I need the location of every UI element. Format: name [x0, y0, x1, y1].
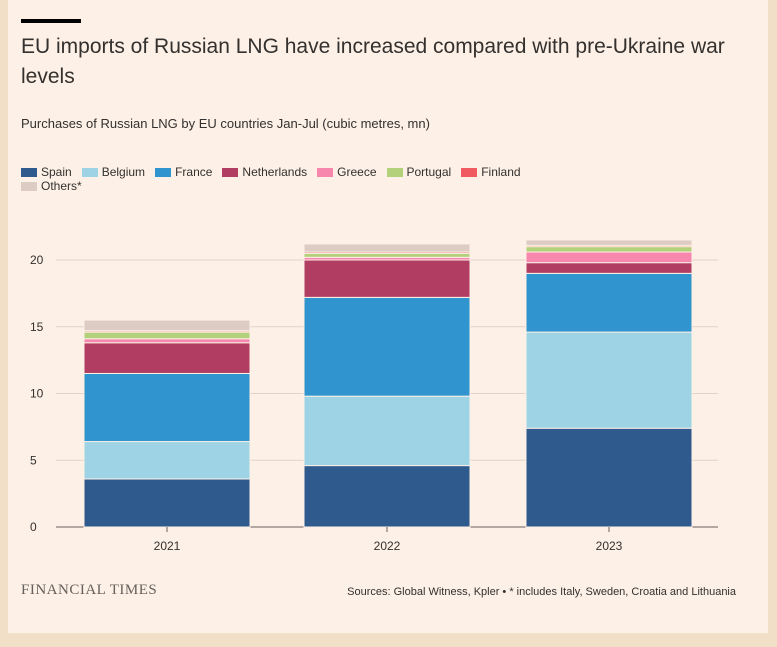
legend-label: Finland — [481, 165, 521, 179]
legend: Spain Belgium France Netherlands Greece Portu… — [21, 165, 721, 193]
y-tick-label: 15 — [30, 320, 44, 334]
legend-item: Netherlands — [222, 165, 307, 179]
bar-segment-france — [83, 372, 251, 443]
legend-item: Portugal — [386, 165, 452, 179]
legend-item: France — [155, 165, 212, 179]
bar-segment-netherlands — [525, 262, 693, 274]
bar-segment-greece — [83, 338, 251, 344]
legend-swatch — [317, 167, 334, 177]
legend-item: Others* — [21, 179, 82, 193]
legend-swatch — [155, 167, 172, 177]
bar-segment-spain — [83, 478, 251, 528]
bar-segment-spain — [303, 465, 471, 528]
brand-logo-text: FINANCIAL TIMES — [21, 582, 158, 598]
bar-segment-others — [525, 239, 693, 246]
sources-note: Sources: Global Witness, Kpler • * inclu… — [347, 586, 736, 598]
bar-segment-netherlands — [83, 342, 251, 374]
bar-segment-belgium — [525, 331, 693, 429]
legend-swatch — [81, 167, 98, 177]
legend-swatch — [386, 167, 403, 177]
bar-segment-france — [303, 296, 471, 397]
legend-item: Belgium — [81, 165, 146, 179]
y-tick-label: 5 — [30, 453, 37, 467]
legend-label: Greece — [337, 165, 377, 179]
bar-segment-portugal — [303, 252, 471, 258]
y-tick-label: 0 — [30, 520, 37, 534]
x-tick-label: 2022 — [374, 539, 401, 553]
bar-segment-spain — [525, 427, 693, 528]
bar-segment-portugal — [525, 246, 693, 253]
bar-segment-portugal — [83, 331, 251, 340]
header-rule — [21, 19, 81, 23]
bar-segment-france — [525, 272, 693, 333]
bar-segment-belgium — [303, 395, 471, 467]
x-tick-label: 2023 — [596, 539, 623, 553]
legend-swatch — [21, 181, 37, 191]
legend-label: Belgium — [101, 165, 146, 179]
legend-item: Finland — [461, 165, 521, 179]
bar-segment-others — [83, 319, 251, 332]
bar-segment-others — [303, 243, 471, 253]
legend-label: Portugal — [406, 165, 452, 179]
legend-label: France — [175, 165, 213, 179]
legend-label: Netherlands — [242, 165, 308, 179]
x-tick-label: 2021 — [154, 539, 181, 553]
bar-segment-netherlands — [303, 259, 471, 298]
y-tick-label: 10 — [30, 387, 44, 401]
legend-label: Spain — [41, 165, 72, 179]
chart-title: EU imports of Russian LNG have increased… — [21, 35, 725, 88]
chart-subtitle: Purchases of Russian LNG by EU countries… — [21, 116, 430, 131]
legend-swatch — [461, 167, 478, 177]
legend-swatch — [21, 167, 37, 177]
legend-swatch — [222, 167, 239, 177]
bar-segment-greece — [525, 251, 693, 264]
y-tick-label: 20 — [30, 253, 44, 267]
legend-item: Greece — [317, 165, 377, 179]
legend-item: Spain — [21, 165, 72, 179]
legend-label: Others* — [41, 179, 82, 193]
bar-segment-belgium — [83, 441, 251, 480]
